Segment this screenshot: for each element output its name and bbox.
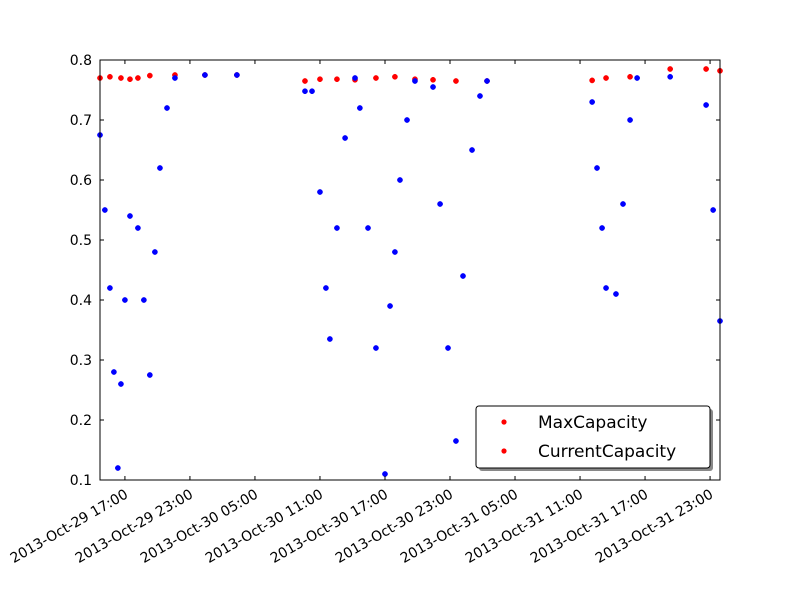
data-point	[667, 73, 674, 80]
legend-box	[475, 405, 711, 469]
data-point	[317, 76, 323, 83]
plot-area	[97, 66, 723, 477]
data-point	[327, 336, 333, 342]
data-point	[135, 75, 141, 81]
y-tick-label: 0.1	[70, 473, 92, 489]
data-point	[141, 297, 147, 303]
data-point	[352, 75, 358, 81]
data-point	[302, 78, 308, 84]
data-point	[118, 381, 124, 387]
y-tick-label: 0.3	[70, 353, 92, 369]
data-point	[317, 189, 323, 195]
data-point	[202, 72, 208, 78]
data-point	[234, 72, 240, 78]
data-point	[111, 369, 117, 375]
data-point	[453, 438, 459, 444]
data-point	[146, 372, 153, 378]
data-point	[309, 88, 315, 95]
legend-marker	[501, 419, 507, 425]
data-point	[157, 165, 163, 171]
data-point	[484, 78, 490, 84]
data-point	[627, 73, 633, 80]
data-point	[392, 249, 398, 255]
data-point	[107, 73, 113, 80]
data-point	[107, 285, 113, 291]
data-point	[392, 73, 398, 80]
y-tick-label: 0.6	[70, 173, 92, 189]
data-point	[122, 297, 128, 303]
data-point	[373, 345, 379, 351]
data-point	[430, 84, 436, 90]
data-point	[164, 105, 170, 111]
data-point	[437, 201, 443, 207]
legend: MaxCapacity CurrentCapacity	[475, 405, 713, 471]
data-point	[404, 117, 410, 123]
data-point	[460, 273, 466, 279]
data-point	[365, 225, 371, 231]
data-point	[634, 75, 640, 81]
data-point	[387, 303, 393, 309]
data-point	[373, 75, 379, 81]
y-tick-label: 0.2	[70, 413, 92, 429]
data-point	[127, 213, 133, 219]
data-point	[599, 225, 605, 231]
data-point	[710, 207, 716, 213]
data-point	[445, 345, 451, 351]
data-point	[152, 249, 158, 255]
y-tick-label: 0.8	[70, 53, 92, 69]
data-point	[703, 66, 709, 72]
data-point	[613, 291, 619, 297]
y-tick-label: 0.5	[70, 233, 92, 249]
data-point	[627, 117, 633, 123]
data-point	[430, 76, 436, 83]
data-point	[334, 225, 340, 231]
data-point	[323, 285, 329, 291]
legend-marker	[501, 448, 507, 454]
axes-frame	[99, 59, 721, 481]
data-point	[302, 88, 308, 95]
data-point	[382, 471, 388, 477]
data-point	[477, 93, 483, 99]
data-point	[357, 105, 363, 111]
data-point	[453, 78, 459, 84]
data-point	[703, 102, 709, 108]
data-point	[603, 75, 609, 81]
data-point	[146, 72, 153, 79]
data-point	[589, 77, 595, 84]
data-point	[334, 76, 340, 83]
data-point	[115, 465, 121, 471]
data-point	[118, 75, 124, 81]
data-point	[603, 285, 609, 291]
y-tick-label: 0.4	[70, 293, 92, 309]
data-point	[342, 135, 348, 141]
data-point	[594, 165, 600, 171]
data-point	[667, 66, 674, 72]
legend-label: MaxCapacity	[538, 413, 647, 433]
data-point	[589, 99, 595, 105]
data-point	[135, 225, 141, 231]
data-point	[412, 78, 418, 84]
y-tick-label: 0.7	[70, 113, 92, 129]
data-point	[127, 76, 133, 83]
data-point	[620, 201, 626, 207]
data-point	[469, 147, 475, 153]
data-point	[397, 177, 403, 183]
data-point	[172, 75, 178, 81]
data-point	[102, 207, 108, 213]
legend-label: CurrentCapacity	[538, 442, 676, 462]
